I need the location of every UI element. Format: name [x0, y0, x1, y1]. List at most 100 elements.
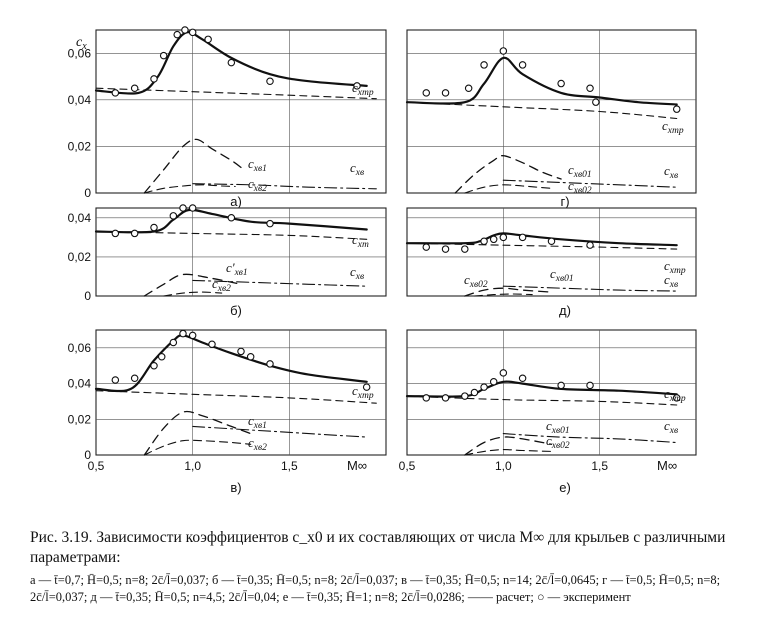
- figure-canvas: cxтрcxв1cxв2cxва)cxтрcxв01cxв02cxвг)cxтc…: [68, 26, 697, 495]
- component-curve: [502, 433, 678, 444]
- curve-label: cxтр: [662, 118, 684, 136]
- component-curve: [464, 287, 553, 297]
- y-axis-label: cx: [76, 35, 87, 52]
- experiment-point: [173, 30, 181, 39]
- panel-label: б): [230, 303, 242, 318]
- curve-label: cxв01: [568, 162, 592, 180]
- component-curve: [464, 449, 553, 456]
- calculated-curve: [94, 208, 368, 234]
- calculated-curve: [405, 56, 678, 106]
- component-curve: [464, 184, 553, 194]
- experiment-point: [557, 79, 565, 88]
- curve-label: cxв: [350, 160, 364, 178]
- experiment-point: [169, 212, 178, 220]
- curve-label: cxтр: [664, 258, 686, 276]
- x-tick-label: 1,0: [495, 459, 512, 473]
- curve-label: cxв02: [464, 272, 488, 290]
- experiment-point: [227, 58, 236, 67]
- experiment-point: [518, 374, 527, 382]
- experiment-point: [150, 361, 158, 370]
- component-curve: [502, 179, 678, 188]
- curve-label: c'xв1: [226, 260, 248, 278]
- experiment-point: [461, 245, 469, 253]
- calculated-curve: [94, 334, 368, 393]
- experiment-point: [266, 219, 274, 228]
- y-tick-label: 0,02: [68, 250, 92, 264]
- curve-label: cxв1: [248, 156, 267, 174]
- experiment-point: [592, 98, 600, 106]
- figure-caption-title: Рис. 3.19. Зависимости коэффициентов c_x…: [30, 529, 726, 566]
- x-tick-label: 1,5: [591, 459, 608, 473]
- experiment-point: [518, 61, 527, 69]
- component-curve: [502, 285, 678, 292]
- component-curve: [473, 293, 533, 297]
- experiment-point: [188, 331, 197, 340]
- experiment-point: [130, 84, 139, 92]
- experiment-point: [422, 243, 431, 251]
- experiment-point: [179, 204, 187, 212]
- x-axis-label: M∞: [657, 458, 677, 473]
- experiment-point: [150, 75, 158, 83]
- experiment-point: [480, 383, 488, 391]
- panel-label: а): [230, 194, 242, 209]
- experiment-point: [179, 329, 187, 338]
- experiment-point: [130, 229, 139, 238]
- y-tick-label: 0: [84, 289, 91, 303]
- figure-caption-params: а — t̄=0,7; H̄=0,5; n=8; 2c̄/l̄=0,037; б…: [30, 573, 721, 604]
- x-tick-label: 1,5: [281, 459, 298, 473]
- component-curve: [143, 138, 242, 194]
- component-curve: [464, 436, 553, 456]
- experiment-point: [557, 381, 565, 390]
- experiment-point: [237, 347, 245, 356]
- panel-frame: [95, 29, 387, 194]
- y-tick-label: 0,04: [68, 211, 92, 225]
- curve-label: cxтр: [352, 80, 374, 98]
- experiment-point: [586, 84, 594, 92]
- panel-label: е): [559, 480, 571, 495]
- experiment-point: [461, 392, 469, 400]
- experiment-point: [518, 233, 527, 242]
- experiment-point: [188, 28, 197, 37]
- experiment-point: [672, 105, 681, 113]
- component-curve: [143, 273, 242, 297]
- curve-label: cxт: [352, 232, 369, 250]
- experiment-point: [422, 89, 431, 97]
- panel-frame: [406, 207, 697, 297]
- experiment-point: [111, 89, 120, 97]
- curve-label: cxв2: [248, 435, 267, 453]
- experiment-point: [489, 378, 498, 386]
- component-curve: [95, 87, 377, 100]
- component-curve: [192, 279, 368, 287]
- experiment-point: [586, 381, 594, 390]
- experiment-point: [150, 223, 158, 232]
- experiment-point: [547, 237, 556, 245]
- curve-label: cxв02: [546, 433, 570, 451]
- curve-label: cxтр: [664, 386, 686, 404]
- component-curve: [163, 291, 223, 297]
- panel-frame: [95, 329, 387, 456]
- experiment-point: [246, 353, 255, 361]
- y-tick-label: 0,06: [68, 46, 92, 60]
- x-tick-label: 0,5: [399, 459, 416, 473]
- experiment-point: [422, 394, 431, 402]
- y-tick-label: 0,06: [68, 341, 92, 355]
- experiment-point: [227, 214, 236, 222]
- experiment-point: [111, 229, 120, 238]
- panel-label: в): [230, 480, 241, 495]
- curve-label: cxтр: [352, 383, 374, 401]
- x-axis-label: M∞: [347, 458, 367, 473]
- experiment-point: [441, 89, 450, 97]
- experiment-point: [586, 241, 594, 249]
- experiment-point: [499, 47, 508, 55]
- experiment-point: [464, 84, 473, 92]
- experiment-point: [157, 353, 166, 361]
- experiment-point: [480, 61, 488, 69]
- curve-label: cxв: [350, 264, 364, 282]
- curve-label: cxв02: [568, 178, 592, 196]
- experiment-point: [353, 82, 361, 90]
- experiment-point: [204, 35, 212, 44]
- curve-label: cxв01: [550, 266, 574, 284]
- curve-label: cxв: [664, 418, 678, 436]
- component-curve: [95, 390, 377, 404]
- component-curve: [192, 425, 368, 438]
